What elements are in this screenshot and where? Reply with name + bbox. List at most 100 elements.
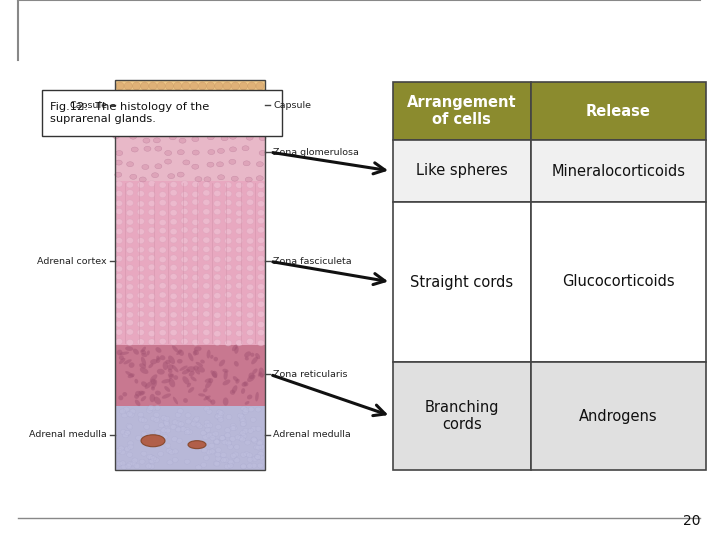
Ellipse shape bbox=[118, 446, 124, 451]
Bar bbox=[531, 82, 706, 140]
Ellipse shape bbox=[248, 82, 256, 90]
Ellipse shape bbox=[159, 339, 166, 345]
Ellipse shape bbox=[192, 329, 199, 335]
Ellipse shape bbox=[159, 210, 166, 216]
Ellipse shape bbox=[138, 218, 144, 224]
Ellipse shape bbox=[170, 124, 176, 129]
Ellipse shape bbox=[170, 284, 177, 290]
Ellipse shape bbox=[148, 458, 154, 463]
Ellipse shape bbox=[138, 390, 144, 396]
Ellipse shape bbox=[159, 321, 166, 327]
Ellipse shape bbox=[127, 462, 132, 467]
Ellipse shape bbox=[235, 201, 243, 207]
Ellipse shape bbox=[212, 371, 217, 378]
Ellipse shape bbox=[123, 359, 132, 364]
Ellipse shape bbox=[177, 172, 184, 177]
Ellipse shape bbox=[258, 301, 264, 307]
Ellipse shape bbox=[244, 451, 250, 457]
Ellipse shape bbox=[214, 461, 220, 467]
Ellipse shape bbox=[122, 433, 128, 438]
Ellipse shape bbox=[115, 293, 122, 299]
Ellipse shape bbox=[246, 274, 253, 280]
Ellipse shape bbox=[246, 191, 253, 197]
Ellipse shape bbox=[172, 457, 178, 462]
Ellipse shape bbox=[192, 228, 199, 234]
Ellipse shape bbox=[194, 416, 200, 421]
Ellipse shape bbox=[117, 461, 122, 466]
Ellipse shape bbox=[177, 359, 183, 363]
Ellipse shape bbox=[225, 274, 232, 281]
Ellipse shape bbox=[255, 455, 261, 460]
Ellipse shape bbox=[176, 438, 182, 443]
Ellipse shape bbox=[203, 339, 210, 345]
Ellipse shape bbox=[225, 208, 232, 214]
Ellipse shape bbox=[148, 284, 156, 290]
Ellipse shape bbox=[225, 292, 232, 298]
Ellipse shape bbox=[138, 201, 144, 207]
Text: Capsule: Capsule bbox=[273, 101, 311, 110]
Ellipse shape bbox=[162, 434, 168, 439]
Ellipse shape bbox=[240, 406, 247, 411]
Ellipse shape bbox=[142, 433, 148, 438]
Ellipse shape bbox=[141, 431, 147, 436]
Ellipse shape bbox=[256, 426, 261, 431]
Ellipse shape bbox=[251, 437, 257, 442]
Ellipse shape bbox=[255, 407, 261, 412]
Ellipse shape bbox=[235, 330, 243, 336]
Ellipse shape bbox=[197, 366, 205, 373]
Ellipse shape bbox=[155, 430, 161, 435]
Ellipse shape bbox=[141, 353, 147, 357]
Ellipse shape bbox=[225, 433, 230, 438]
Ellipse shape bbox=[150, 456, 156, 461]
Ellipse shape bbox=[207, 82, 215, 90]
Ellipse shape bbox=[258, 237, 264, 244]
Ellipse shape bbox=[168, 378, 175, 387]
Ellipse shape bbox=[204, 427, 211, 433]
Ellipse shape bbox=[134, 394, 139, 399]
Ellipse shape bbox=[138, 229, 144, 235]
Ellipse shape bbox=[192, 302, 199, 308]
Ellipse shape bbox=[246, 177, 252, 182]
Ellipse shape bbox=[230, 134, 236, 139]
Ellipse shape bbox=[148, 294, 156, 300]
Ellipse shape bbox=[235, 435, 240, 440]
Ellipse shape bbox=[179, 366, 188, 371]
Ellipse shape bbox=[148, 330, 156, 336]
Ellipse shape bbox=[222, 380, 230, 386]
Ellipse shape bbox=[177, 409, 184, 414]
Ellipse shape bbox=[181, 227, 188, 233]
Bar bbox=[115, 181, 265, 345]
Ellipse shape bbox=[192, 283, 199, 289]
Ellipse shape bbox=[127, 452, 132, 457]
Ellipse shape bbox=[203, 255, 210, 261]
Ellipse shape bbox=[217, 410, 222, 415]
Ellipse shape bbox=[192, 293, 199, 299]
Ellipse shape bbox=[251, 437, 257, 442]
Ellipse shape bbox=[235, 192, 243, 198]
Ellipse shape bbox=[258, 451, 264, 456]
Ellipse shape bbox=[247, 463, 253, 469]
Ellipse shape bbox=[215, 414, 221, 418]
Ellipse shape bbox=[258, 372, 261, 376]
Ellipse shape bbox=[225, 340, 232, 346]
Ellipse shape bbox=[193, 366, 199, 370]
Ellipse shape bbox=[126, 423, 132, 428]
Ellipse shape bbox=[159, 256, 166, 262]
Ellipse shape bbox=[172, 449, 179, 454]
Ellipse shape bbox=[203, 246, 210, 252]
Ellipse shape bbox=[214, 219, 221, 225]
Ellipse shape bbox=[234, 444, 240, 449]
Ellipse shape bbox=[170, 312, 177, 318]
Ellipse shape bbox=[196, 465, 202, 470]
Ellipse shape bbox=[258, 311, 264, 317]
Ellipse shape bbox=[159, 220, 166, 226]
Ellipse shape bbox=[235, 228, 243, 234]
Ellipse shape bbox=[230, 436, 235, 441]
Ellipse shape bbox=[231, 82, 239, 90]
Ellipse shape bbox=[127, 182, 133, 188]
Ellipse shape bbox=[158, 423, 164, 428]
Text: 20: 20 bbox=[683, 514, 700, 528]
Ellipse shape bbox=[204, 177, 211, 182]
Text: Adrenal cortex: Adrenal cortex bbox=[37, 257, 107, 266]
Ellipse shape bbox=[138, 417, 145, 422]
